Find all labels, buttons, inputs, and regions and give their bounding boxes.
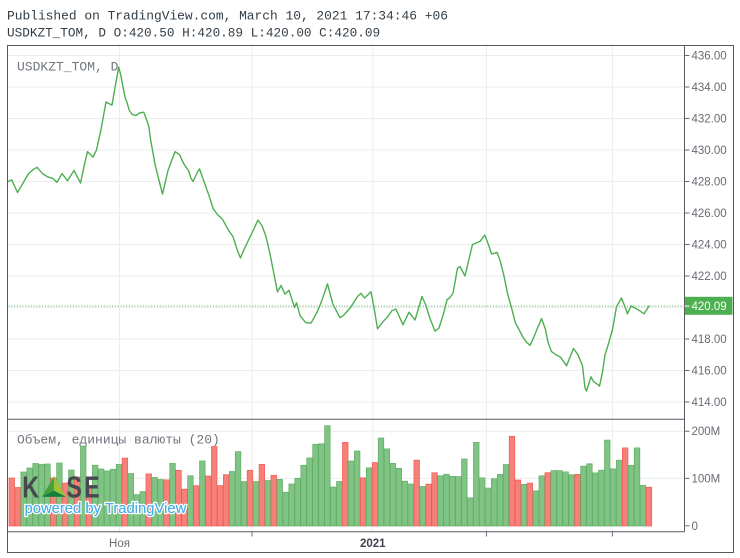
svg-text:0: 0: [692, 521, 698, 533]
svg-text:200M: 200M: [692, 426, 721, 438]
svg-text:434.00: 434.00: [692, 82, 727, 94]
svg-text:K: K: [22, 469, 39, 504]
svg-text:414.00: 414.00: [692, 397, 727, 409]
svg-text:2021: 2021: [360, 538, 386, 550]
svg-text:USDKZT_TOM, D: USDKZT_TOM, D: [17, 60, 119, 75]
svg-text:420.09: 420.09: [692, 301, 727, 313]
svg-text:428.00: 428.00: [692, 177, 727, 189]
svg-text:Объем, единицы валюты (20): Объем, единицы валюты (20): [17, 433, 220, 448]
svg-text:Published on TradingView.com,: Published on TradingView.com, March 10, …: [7, 9, 448, 24]
svg-text:S: S: [66, 469, 82, 504]
svg-text:424.00: 424.00: [692, 240, 727, 252]
svg-text:426.00: 426.00: [692, 208, 727, 220]
svg-text:powered by TradingView: powered by TradingView: [25, 501, 187, 517]
svg-text:416.00: 416.00: [692, 366, 727, 378]
svg-text:422.00: 422.00: [692, 271, 727, 283]
svg-text:powered by TradingView: powered by TradingView: [25, 501, 187, 517]
svg-text:418.00: 418.00: [692, 334, 727, 346]
svg-text:100M: 100M: [692, 473, 721, 485]
svg-text:USDKZT_TOM, D O:420.50 H:420.8: USDKZT_TOM, D O:420.50 H:420.89 L:420.00…: [7, 26, 380, 41]
svg-text:436.00: 436.00: [692, 51, 727, 63]
svg-text:432.00: 432.00: [692, 114, 727, 126]
svg-text:Ноя: Ноя: [109, 538, 130, 550]
svg-text:E: E: [84, 469, 100, 504]
svg-text:430.00: 430.00: [692, 145, 727, 157]
